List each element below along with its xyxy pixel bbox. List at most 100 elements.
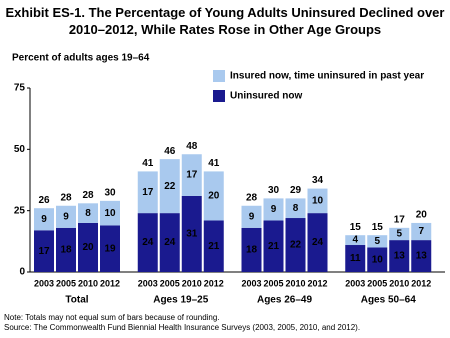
value-label: 17 [38, 246, 50, 257]
total-label: 41 [142, 158, 154, 169]
value-label: 24 [312, 237, 324, 248]
total-label: 20 [416, 210, 428, 221]
bar-segment [263, 220, 284, 272]
y-tick-label: 50 [14, 144, 26, 155]
total-label: 41 [208, 158, 220, 169]
value-label: 17 [142, 187, 154, 198]
value-label: 21 [208, 241, 220, 252]
value-label: 24 [142, 237, 154, 248]
legend-label: Uninsured now [230, 91, 302, 102]
bar-segment [307, 188, 328, 214]
x-tick-label: 2003 [138, 278, 158, 288]
value-label: 17 [186, 170, 198, 181]
value-label: 21 [268, 241, 280, 252]
group-label: Total [65, 295, 88, 306]
value-label: 19 [104, 243, 116, 254]
value-label: 22 [290, 240, 302, 251]
y-axis-label: Percent of adults ages 19–64 [12, 53, 150, 64]
bar-segment [285, 218, 306, 272]
bar-segment [241, 205, 262, 228]
legend-label: Insured now, time uninsured in past year [230, 71, 424, 82]
bar-segment [367, 235, 388, 248]
bar-segment [78, 203, 98, 223]
value-label: 9 [63, 211, 69, 222]
x-tick-label: 2005 [160, 278, 180, 288]
value-label: 20 [82, 242, 94, 253]
y-tick-label: 0 [19, 267, 25, 278]
total-label: 17 [394, 214, 406, 225]
bar-segment [159, 213, 180, 272]
bar-segment [307, 213, 328, 272]
x-tick-label: 2012 [411, 278, 431, 288]
bar-segment [285, 198, 306, 219]
total-label: 30 [268, 185, 280, 196]
x-tick-label: 2010 [78, 278, 98, 288]
x-tick-label: 2003 [34, 278, 54, 288]
bar-segment [389, 227, 410, 241]
bar-segment [203, 220, 224, 272]
value-label: 18 [246, 245, 258, 256]
value-label: 4 [352, 235, 358, 246]
x-tick-label: 2005 [367, 278, 387, 288]
total-label: 15 [372, 222, 384, 233]
value-label: 31 [186, 229, 198, 240]
value-label: 8 [85, 208, 91, 219]
bar-segment [34, 230, 54, 272]
value-label: 24 [164, 237, 176, 248]
total-label: 28 [82, 190, 94, 201]
total-label: 28 [60, 192, 72, 203]
total-label: 48 [186, 141, 198, 152]
value-label: 18 [60, 245, 72, 256]
y-tick-label: 25 [14, 205, 26, 216]
legend-swatch [213, 90, 225, 102]
total-label: 26 [38, 195, 50, 206]
x-tick-label: 2012 [307, 278, 327, 288]
group-label: Ages 26–49 [257, 295, 312, 306]
group-label: Ages 50–64 [361, 295, 416, 306]
bar-segment [345, 235, 366, 246]
bar-segment [34, 208, 54, 231]
value-label: 11 [350, 253, 361, 264]
value-label: 22 [164, 181, 176, 192]
value-label: 9 [271, 204, 277, 215]
value-label: 13 [416, 251, 428, 262]
group-label: Ages 19–25 [153, 295, 208, 306]
chart-title: Exhibit ES-1. The Percentage of Young Ad… [5, 5, 445, 37]
x-tick-label: 2003 [241, 278, 261, 288]
source: Source: The Commonwealth Fund Biennial H… [4, 323, 360, 332]
bar-segment [100, 200, 120, 226]
x-tick-label: 2003 [345, 278, 365, 288]
bar-segment [203, 171, 224, 221]
total-label: 28 [246, 192, 258, 203]
total-label: 29 [290, 185, 302, 196]
x-tick-label: 2010 [182, 278, 202, 288]
value-label: 8 [293, 203, 299, 214]
x-tick-label: 2012 [204, 278, 224, 288]
bar-segment [241, 227, 262, 272]
bar-segment [411, 240, 432, 272]
value-label: 13 [394, 251, 406, 262]
bar-segment [263, 198, 284, 221]
bar-segment [56, 205, 76, 228]
bar-segment [345, 245, 366, 272]
value-label: 9 [249, 211, 255, 222]
bar-segment [389, 240, 410, 272]
bar-segment [181, 195, 202, 272]
value-label: 10 [104, 208, 116, 219]
legend-swatch [213, 70, 225, 82]
bar-segment [56, 227, 76, 272]
bar-segment [367, 247, 388, 272]
y-tick-label: 75 [14, 83, 26, 94]
x-tick-label: 2005 [56, 278, 76, 288]
x-tick-label: 2010 [285, 278, 305, 288]
bar-segment [181, 154, 202, 196]
value-label: 9 [41, 214, 47, 225]
total-label: 30 [104, 187, 116, 198]
x-tick-label: 2012 [100, 278, 120, 288]
value-label: 20 [208, 191, 220, 202]
total-label: 34 [312, 175, 324, 186]
bar-segment [411, 222, 432, 241]
value-label: 5 [396, 229, 402, 240]
